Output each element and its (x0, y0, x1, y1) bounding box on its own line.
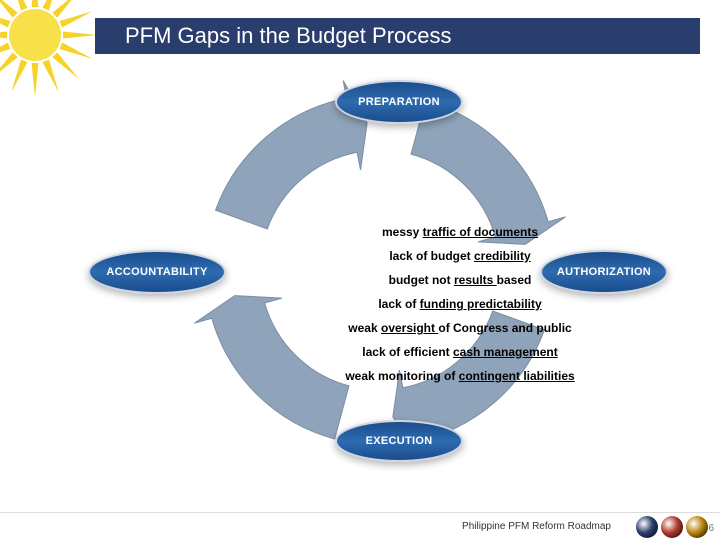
node-accountability: ACCOUNTABILITY (88, 250, 226, 294)
node-label: EXECUTION (366, 435, 433, 447)
title-bar: PFM Gaps in the Budget Process (95, 18, 700, 54)
gap-list: messy traffic of documents lack of budget… (300, 225, 620, 383)
gap-item: budget not results based (389, 273, 532, 287)
gap-item: lack of budget credibility (389, 249, 530, 263)
cycle-diagram: PREPARATIONAUTHORIZATIONEXECUTIONACCOUNT… (70, 60, 650, 480)
gap-item: weak monitoring of contingent liabilitie… (345, 369, 574, 383)
gap-item: weak oversight of Congress and public (348, 321, 571, 335)
footer-seals (633, 516, 708, 538)
page-title: PFM Gaps in the Budget Process (125, 23, 452, 49)
gap-item: messy traffic of documents (382, 225, 538, 239)
node-label: ACCOUNTABILITY (106, 266, 207, 278)
seal-icon (686, 516, 708, 538)
seal-icon (636, 516, 658, 538)
footer-text: Philippine PFM Reform Roadmap (462, 521, 611, 532)
gap-item: lack of efficient cash management (362, 345, 557, 359)
footer-bar: Philippine PFM Reform Roadmap (0, 512, 720, 540)
gap-item: lack of funding predictability (378, 297, 541, 311)
node-label: PREPARATION (358, 96, 440, 108)
node-execution: EXECUTION (335, 420, 463, 462)
page-number: 6 (708, 523, 714, 534)
node-preparation: PREPARATION (335, 80, 463, 124)
seal-icon (661, 516, 683, 538)
